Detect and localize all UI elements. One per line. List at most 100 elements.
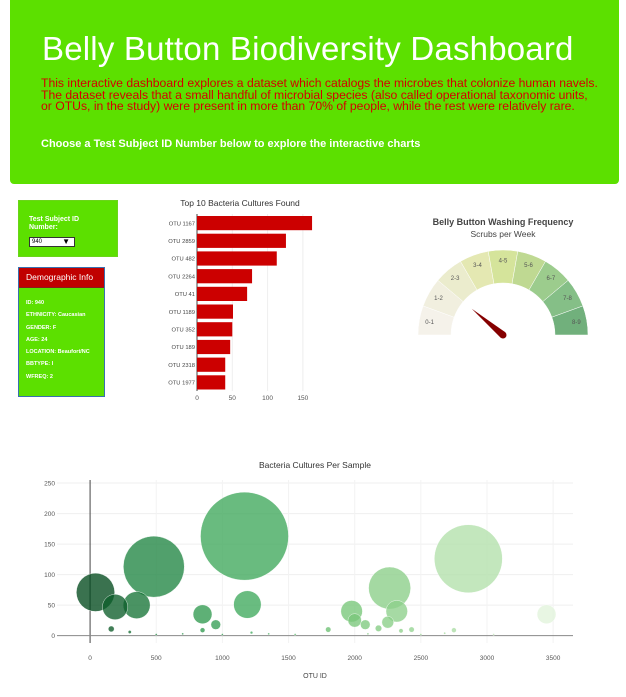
header-banner: Belly Button Biodiversity Dashboard This… [10,0,619,184]
bar [197,286,248,301]
page-title: Belly Button Biodiversity Dashboard [42,30,574,67]
gauge-needle-hub [499,331,507,339]
subject-id-value: 940 [32,239,43,245]
bar [197,339,231,355]
bubble-point [408,626,415,633]
demographic-row: BBTYPE: I [26,361,54,368]
bar-category-label: OTU 1189 [169,310,195,316]
bar-x-tick-label: 50 [229,395,237,402]
bubble-y-tick-label: 150 [44,542,55,549]
bubble-point [199,627,206,633]
bubble-point [293,633,297,636]
bubble-chart-title: Bacteria Cultures Per Sample [259,460,371,470]
bubble-y-tick-label: 50 [48,603,56,610]
bubble-y-tick-label: 100 [44,572,55,579]
bubble-x-tick-label: 500 [151,655,162,662]
bar-category-label: OTU 2318 [168,363,195,369]
bubble-point [366,632,370,636]
bubble-point [385,600,408,623]
bubble-x-tick-label: 2500 [414,655,429,662]
bubble-point [249,631,254,635]
bubble-point [398,628,404,634]
bar-category-label: OTU 1167 [169,221,195,227]
bar-chart-title: Top 10 Bacteria Cultures Found [180,198,300,208]
bar-category-label: OTU 352 [171,328,195,334]
bubble-point [434,524,503,593]
demographic-row: WFREQ: 2 [26,373,53,380]
bubble-point [368,566,411,610]
bubble-y-tick-label: 250 [44,481,55,488]
subject-selector-panel: Test Subject ID Number: 940 ▼ [18,200,118,257]
bubble-point [192,604,213,624]
demographic-row: GENDER: F [26,324,57,331]
bubble-point [221,633,224,636]
bar-category-label: OTU 1977 [168,381,195,387]
demographic-panel: Demographic Info ID: 940 ETHNICITY: Cauca… [18,267,105,397]
bubble-point [325,626,332,633]
bubble-point [451,627,457,633]
subject-id-select[interactable]: 940 ▼ [29,237,75,247]
bubble-x-tick-label: 1500 [281,655,296,662]
bubble-point [108,625,115,633]
gauge-subtitle: Scrubs per Week [470,229,536,239]
bar [197,357,226,372]
gauge-segment-label: 6-7 [547,276,556,282]
bubble-x-axis-label: OTU ID [303,673,327,680]
gauge-segment-label: 5-6 [524,263,533,269]
bubble-point [127,630,132,634]
gauge-segment-label: 0-1 [425,320,434,326]
bubble-point [347,613,362,628]
gauge-segment-label: 8-9 [572,320,581,326]
bubble-point [381,616,394,629]
bubble-point [443,631,446,635]
bubble-point [200,491,289,581]
bar-x-tick-label: 0 [195,395,199,402]
bubble-point [492,633,495,636]
subject-selector-label: Test Subject ID Number: [29,216,80,231]
gauge-segment-label: 2-3 [451,276,460,282]
bar-x-tick-label: 100 [262,395,273,402]
bubble-point [123,535,185,598]
bubble-x-tick-label: 2000 [347,655,362,662]
gauge-segment-label: 1-2 [434,296,443,302]
page-description: This interactive dashboard explores a da… [41,76,598,114]
bubble-point [267,632,270,636]
demographic-row: LOCATION: Beaufort/NC [26,349,90,356]
bar-category-label: OTU 2264 [168,274,196,280]
bar-category-label: OTU 41 [175,292,195,298]
gauge-segment [551,305,589,336]
bubble-y-tick-label: 0 [51,633,55,640]
bar [197,216,313,231]
demographic-list: ID: 940 ETHNICITY: Caucasian GENDER: F AGE:… [19,288,104,380]
bubble-point [155,633,158,636]
bubble-y-tick-label: 200 [44,511,55,518]
gauge-segment-label: 7-8 [563,296,572,302]
bar [197,304,233,319]
bubble-x-tick-label: 1000 [215,655,230,662]
bubble-point [102,594,128,620]
gauge-segment-label: 4-5 [499,259,508,265]
bar [197,375,226,390]
demographic-row: ETHNICITY: Caucasian [26,312,86,319]
bubble-point [360,619,371,630]
gauge-segment-label: 3-4 [473,263,482,269]
bar-category-label: OTU 482 [171,257,195,263]
bubble-x-tick-label: 3000 [480,655,495,662]
bar-category-label: OTU 2859 [168,239,195,245]
gauge-needle [471,308,506,338]
demographic-row: ID: 940 [26,300,45,306]
bar-category-label: OTU 189 [171,345,195,351]
chevron-down-icon: ▼ [62,237,70,246]
gauge-title: Belly Button Washing Frequency [433,217,574,227]
bar [197,269,253,284]
bubble-chart: Bacteria Cultures Per Sample 0 50 100 150 200… [44,460,573,680]
bubble-x-tick-label: 0 [88,655,92,662]
bubble-point [536,604,557,624]
bar [197,251,277,266]
top10-bar-chart: Top 10 Bacteria Cultures Found 0 50 100 150 O… [168,198,313,402]
bar-x-tick-label: 150 [297,395,308,402]
bar [197,322,233,337]
instruction-text: Choose a Test Subject ID Number below to… [41,138,421,150]
bubble-x-tick-label: 3500 [546,655,561,662]
bubble-point [375,624,382,632]
